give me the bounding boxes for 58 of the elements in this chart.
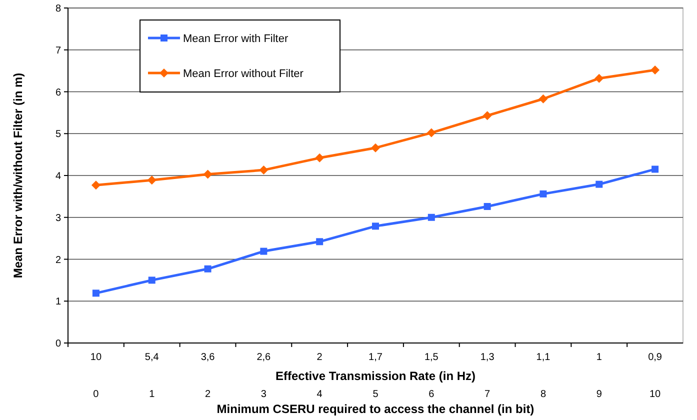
point [259, 166, 268, 175]
x-tick-label: 3,6 [200, 352, 216, 363]
y-tick-label: 0 [55, 338, 62, 350]
x-tick-label: 10 [90, 352, 102, 363]
x-tick-label: 2,6 [256, 352, 272, 363]
point [92, 290, 100, 297]
point [260, 248, 268, 255]
x-tick-label: 2 [316, 352, 323, 363]
point [372, 222, 379, 230]
point [315, 153, 324, 162]
x-tick-label: 1 [596, 352, 602, 363]
x-tick-label: 5,4 [144, 352, 160, 363]
x2-tick-label: 8 [540, 389, 546, 400]
y-tick-label: 5 [55, 129, 62, 140]
point [316, 238, 324, 246]
x2-tick-label: 9 [596, 389, 602, 400]
x2-tick-label: 6 [428, 389, 435, 400]
x-tick-label: 1,3 [480, 352, 495, 363]
x-tick-label: 1,7 [368, 352, 383, 363]
x-tick-label: 1,5 [424, 352, 439, 363]
x2-tick-label: 3 [260, 389, 267, 400]
x2-tick-label: 0 [93, 389, 100, 400]
x2-tick-label: 7 [484, 389, 491, 400]
point [91, 180, 100, 190]
point [596, 180, 603, 188]
point [652, 166, 659, 173]
point [484, 202, 491, 210]
point [204, 265, 212, 272]
y-tick-label: 1 [55, 296, 62, 308]
x2-axis-title: Minimum CSERU required to access the channel (in bit) [216, 402, 534, 416]
point [540, 190, 547, 198]
x2-tick-label: 5 [372, 389, 379, 400]
y-tick-label: 4 [55, 171, 62, 182]
y-axis-title: Mean Error with/without Filter (in m) [11, 72, 25, 278]
point [428, 214, 435, 221]
point [371, 143, 380, 152]
y-tick-label: 7 [55, 45, 62, 56]
point [148, 276, 156, 284]
y-tick-label: 2 [55, 254, 62, 266]
point [650, 65, 660, 74]
point [147, 176, 156, 185]
x2-tick-label: 4 [316, 389, 323, 400]
y-tick-label: 3 [55, 212, 62, 224]
point [538, 94, 548, 104]
point [203, 170, 212, 179]
x-tick-label: 0,9 [648, 352, 662, 363]
point [426, 128, 436, 138]
x2-tick-label: 10 [649, 389, 662, 400]
legend-label: Mean Error with Filter [183, 32, 288, 45]
x-tick-label: 1,1 [536, 352, 551, 363]
x2-tick-label: 2 [204, 389, 211, 400]
y-tick-label: 6 [55, 87, 62, 98]
x2-tick-label: 1 [149, 389, 156, 400]
y-tick-label: 8 [55, 4, 62, 14]
point [594, 74, 604, 83]
point [482, 111, 492, 120]
x-axis-title: Effective Transmission Rate (in Hz) [275, 369, 476, 383]
legend-label: Mean Error without Filter [183, 68, 304, 80]
